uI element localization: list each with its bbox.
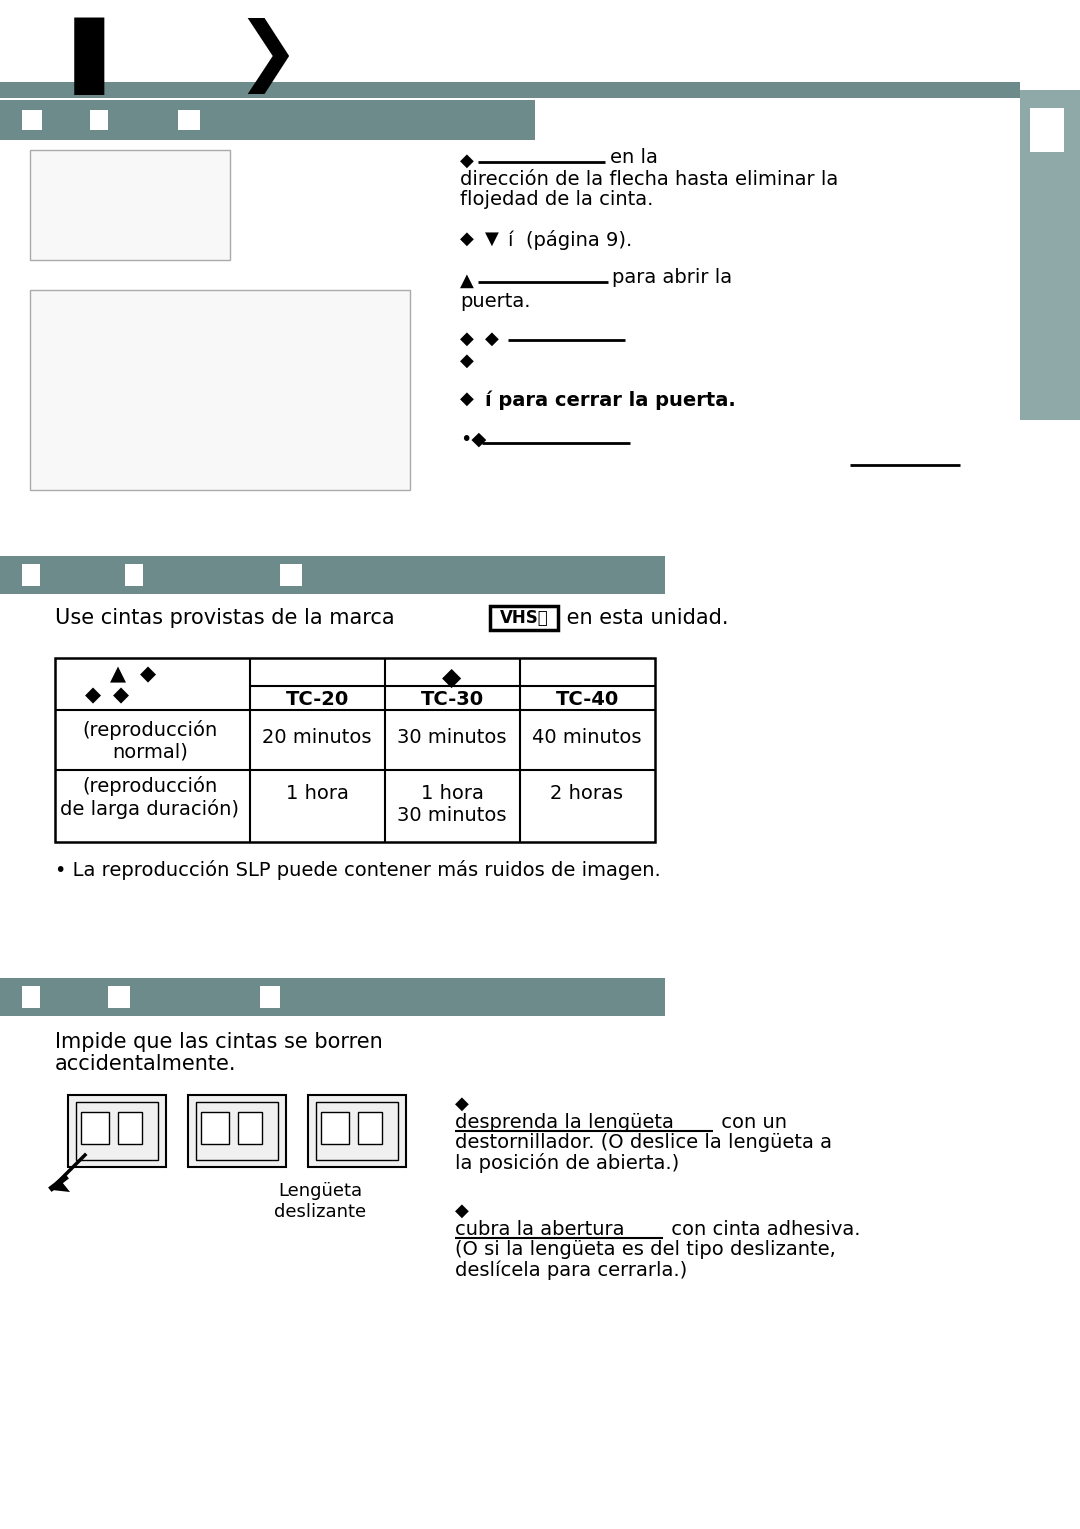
Text: Lengüeta
deslizante: Lengüeta deslizante	[274, 1182, 366, 1220]
Bar	[118, 1112, 141, 1144]
Text: ▌: ▌	[75, 18, 134, 95]
Bar	[0, 99, 535, 141]
Text: ◆: ◆	[455, 1095, 469, 1113]
Text: accidentalmente.: accidentalmente.	[55, 1053, 237, 1073]
Text: ◆: ◆	[460, 229, 474, 248]
Text: con un: con un	[715, 1113, 787, 1131]
Bar	[68, 1095, 166, 1167]
Text: ◆: ◆	[460, 352, 474, 370]
Bar	[1020, 90, 1080, 420]
Bar	[195, 1102, 278, 1161]
Bar	[178, 110, 200, 130]
Text: 30 minutos: 30 minutos	[397, 728, 507, 748]
Bar	[22, 986, 40, 1008]
Bar	[125, 564, 143, 586]
Polygon shape	[1030, 151, 1064, 168]
Bar	[55, 657, 654, 842]
Text: destornillador. (O deslice la lengüeta a: destornillador. (O deslice la lengüeta a	[455, 1133, 832, 1151]
Text: 1 hora: 1 hora	[285, 784, 349, 803]
Bar	[30, 150, 230, 260]
Text: puerta.: puerta.	[460, 292, 530, 310]
Text: Impide que las cintas se borren: Impide que las cintas se borren	[55, 1032, 382, 1052]
Text: en esta unidad.: en esta unidad.	[561, 609, 729, 628]
Bar	[343, 1095, 372, 1102]
Text: 40 minutos: 40 minutos	[532, 728, 642, 748]
Text: í para cerrar la puerta.: í para cerrar la puerta.	[485, 390, 735, 410]
Text: ◆: ◆	[460, 151, 474, 170]
Text: para abrir la: para abrir la	[612, 268, 732, 287]
Bar	[201, 1112, 229, 1144]
Text: cubra la abertura: cubra la abertura	[455, 1220, 624, 1238]
Bar	[222, 1095, 251, 1102]
Text: ▼: ▼	[485, 229, 499, 248]
Text: 1 hora
30 minutos: 1 hora 30 minutos	[397, 784, 507, 826]
Text: • La reproducción SLP puede contener más ruidos de imagen.: • La reproducción SLP puede contener más…	[55, 859, 661, 881]
Text: í  (página 9).: í (página 9).	[508, 229, 632, 251]
Bar	[0, 979, 665, 1015]
Bar	[0, 83, 1020, 98]
Text: deslícela para cerrarla.): deslícela para cerrarla.)	[455, 1260, 687, 1280]
Text: ◆: ◆	[443, 667, 461, 690]
Bar	[357, 1112, 382, 1144]
Text: ▲: ▲	[460, 272, 474, 291]
Text: ◆: ◆	[460, 330, 474, 349]
Text: ❯: ❯	[235, 18, 299, 93]
Text: 20 minutos: 20 minutos	[262, 728, 372, 748]
Text: con cinta adhesiva.: con cinta adhesiva.	[665, 1220, 861, 1238]
Text: ◆: ◆	[85, 685, 102, 705]
Bar	[81, 1112, 109, 1144]
Text: ◆: ◆	[460, 390, 474, 408]
Text: ◆: ◆	[140, 664, 156, 683]
Bar	[22, 110, 42, 130]
Text: ◆: ◆	[113, 685, 129, 705]
Text: en la: en la	[610, 148, 658, 167]
Text: dirección de la flecha hasta eliminar la: dirección de la flecha hasta eliminar la	[460, 170, 838, 190]
Text: flojedad de la cinta.: flojedad de la cinta.	[460, 190, 653, 209]
Bar	[103, 1095, 131, 1102]
Bar	[490, 605, 558, 630]
Text: •◆: •◆	[460, 430, 486, 450]
Text: Use cintas provistas de la marca: Use cintas provistas de la marca	[55, 609, 402, 628]
Bar	[188, 1095, 286, 1167]
Text: TC-30: TC-30	[420, 690, 484, 709]
Bar	[280, 564, 302, 586]
Bar	[260, 986, 280, 1008]
Text: desprenda la lengüeta: desprenda la lengüeta	[455, 1113, 674, 1131]
Bar	[22, 564, 40, 586]
Text: la posición de abierta.): la posición de abierta.)	[455, 1153, 679, 1173]
Bar	[30, 291, 410, 489]
Bar	[1030, 109, 1064, 151]
Text: (reproducción
normal): (reproducción normal)	[82, 720, 218, 761]
Text: ◆: ◆	[485, 330, 499, 349]
Bar	[0, 557, 665, 593]
Bar	[316, 1102, 399, 1161]
Bar	[90, 110, 108, 130]
Text: ◆: ◆	[455, 1202, 469, 1220]
Text: TC-20: TC-20	[285, 690, 349, 709]
Text: ▲: ▲	[110, 664, 126, 683]
Text: TC-40: TC-40	[555, 690, 619, 709]
Text: (reproducción
de larga duración): (reproducción de larga duración)	[60, 777, 240, 820]
Bar	[238, 1112, 262, 1144]
Bar	[76, 1102, 158, 1161]
Bar	[321, 1112, 349, 1144]
Bar	[108, 986, 130, 1008]
Text: 2 horas: 2 horas	[551, 784, 623, 803]
Polygon shape	[52, 1182, 70, 1193]
Bar	[308, 1095, 406, 1167]
Text: (O si la lengüeta es del tipo deslizante,: (O si la lengüeta es del tipo deslizante…	[455, 1240, 836, 1258]
Text: VHSⒸ: VHSⒸ	[500, 609, 549, 627]
